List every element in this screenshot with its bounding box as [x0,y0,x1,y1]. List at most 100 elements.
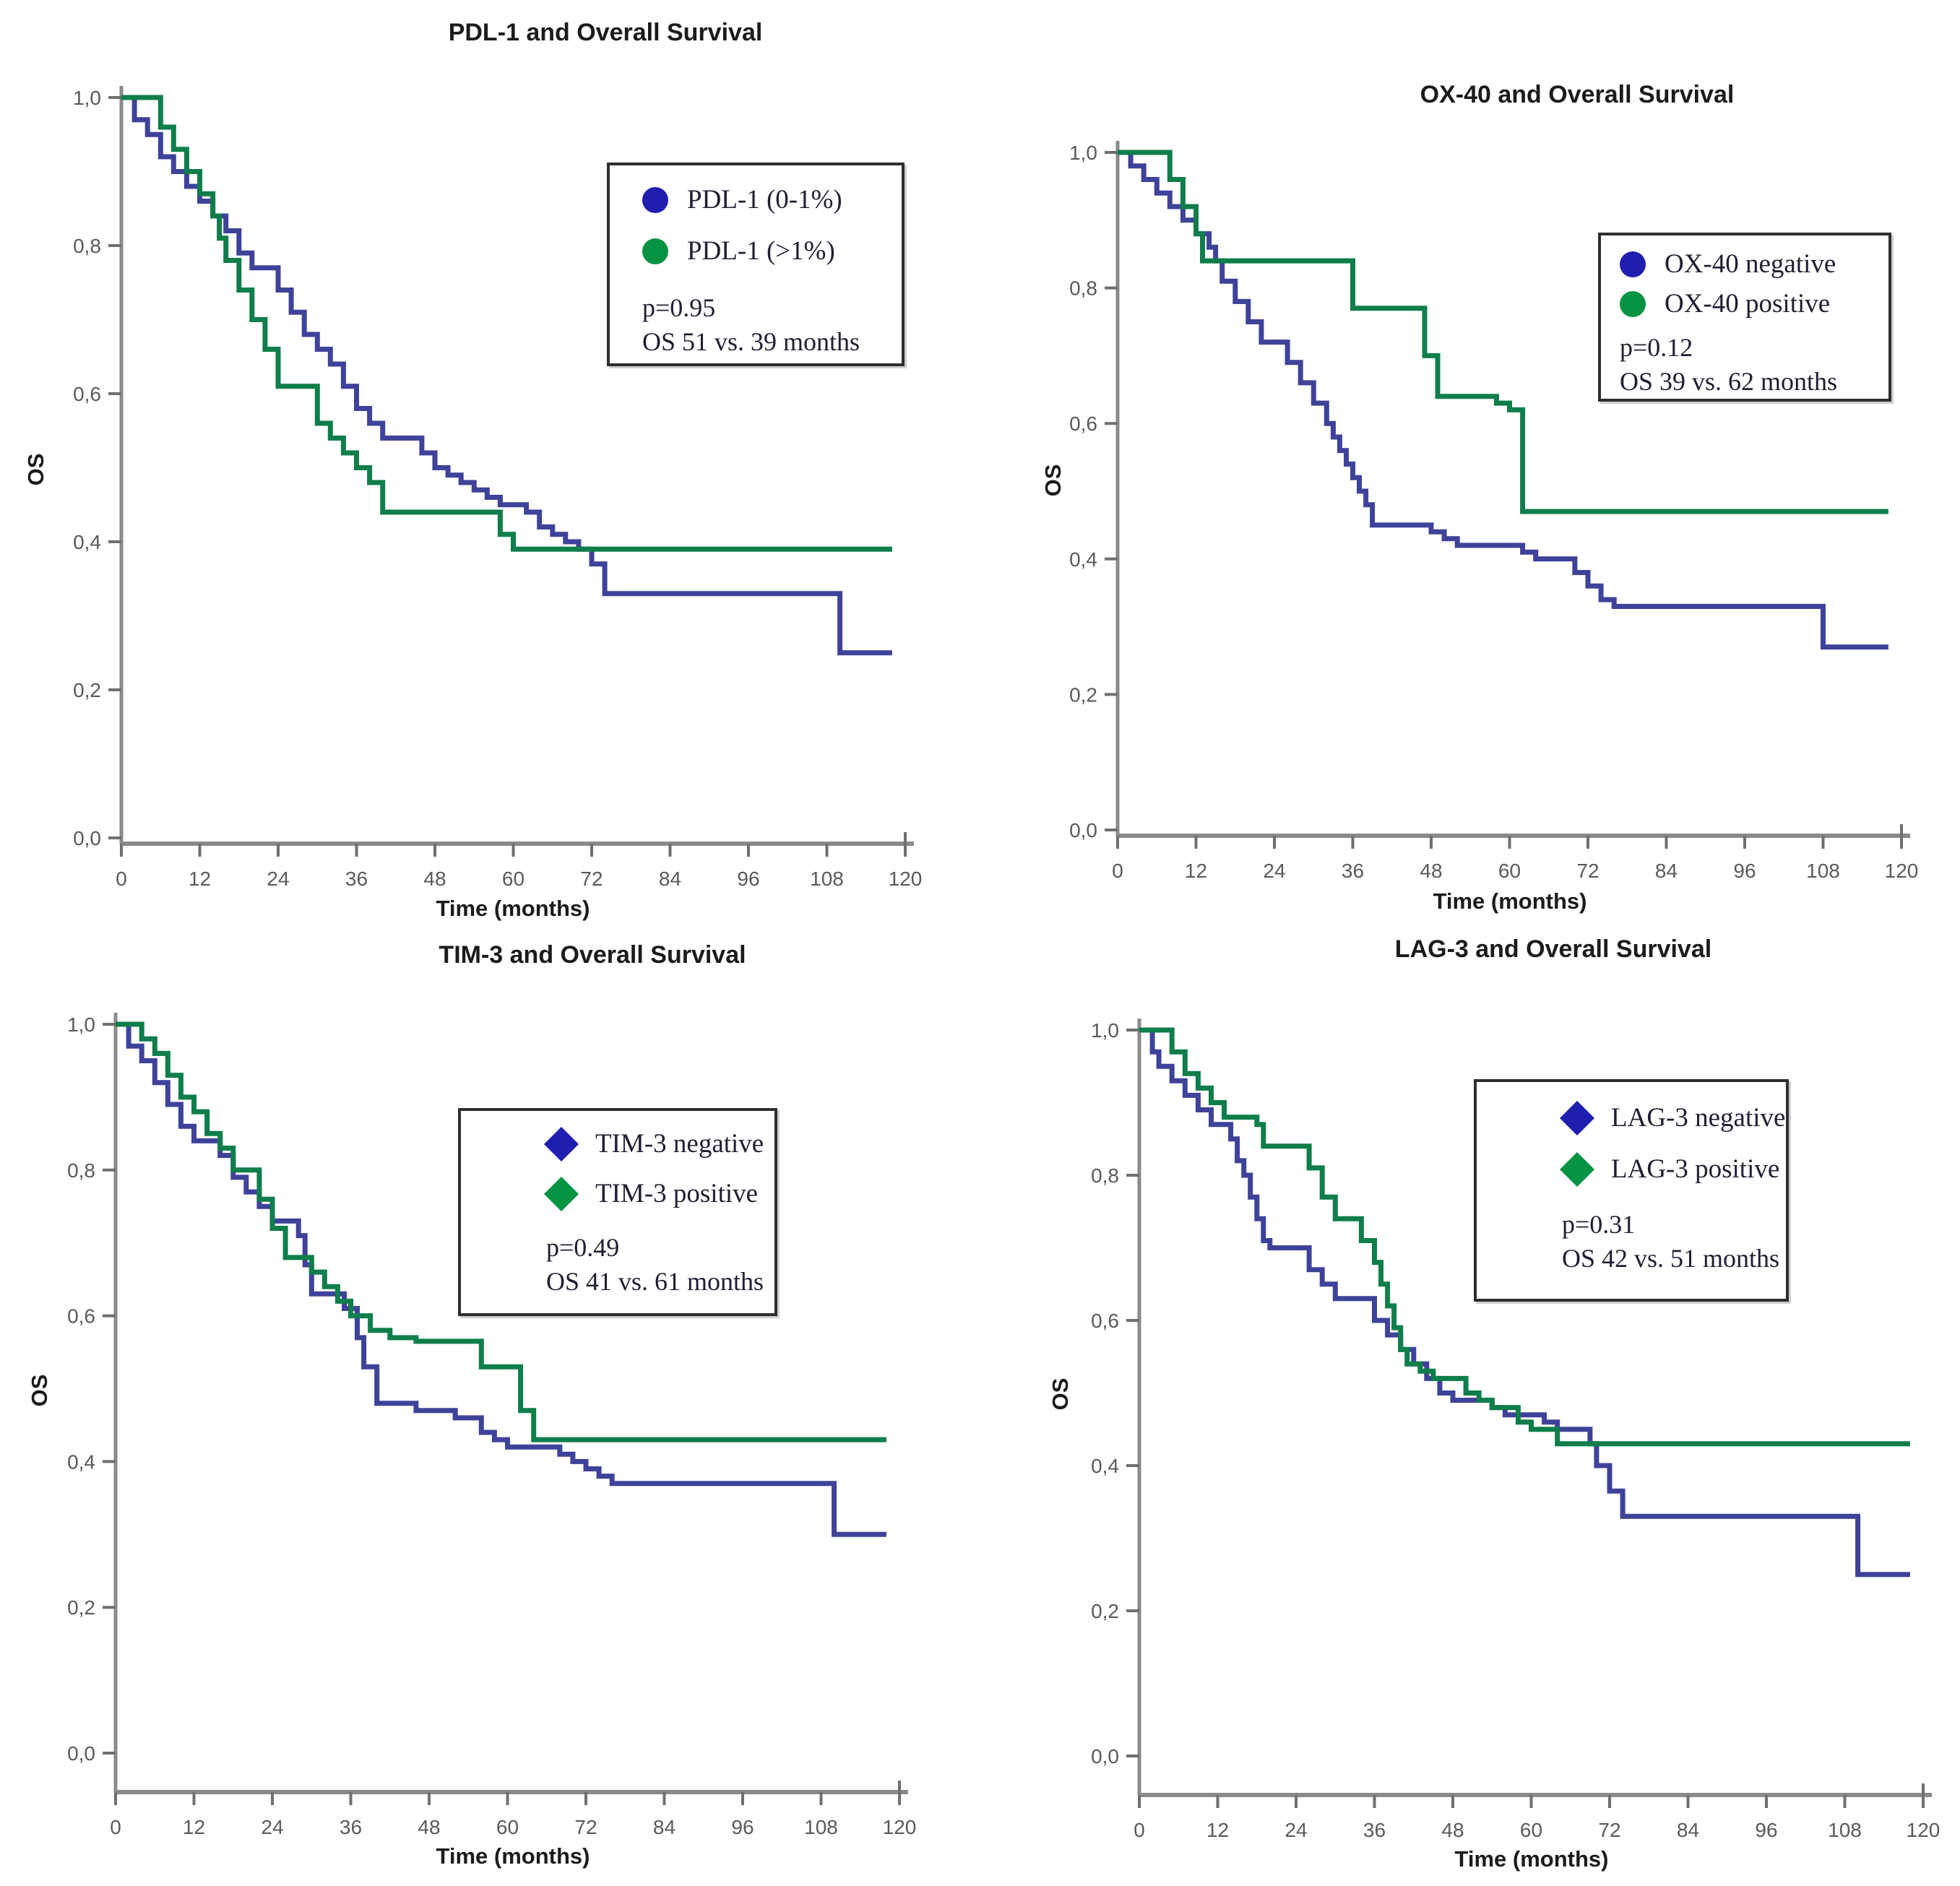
y-tick-label: 0,2 [73,679,101,701]
x-tick-label: 120 [883,1816,917,1838]
legend-item: TIM-3 negative [543,1126,769,1162]
x-axis-label-ox40: Time (months) [1433,888,1587,914]
x-tick-label: 48 [1441,1819,1464,1841]
blue-circle-marker-icon [642,186,668,213]
panel-title-pdl1: PDL-1 and Overall Survival [448,19,763,46]
y-tick-label: 0,0 [67,1742,95,1765]
y-tick-label: 0,2 [1069,683,1097,706]
y-axis-label-pdl1: OS [23,453,48,486]
x-tick-label: 72 [574,1816,597,1838]
y-tick-label: 1,0 [67,1013,95,1036]
x-tick-label: 84 [1677,1819,1699,1841]
y-axis-label-ox40: OS [1040,464,1066,497]
y-tick-label: 0,0 [1069,819,1097,842]
y-tick-label: 0,4 [73,531,101,553]
x-tick-label: 108 [1806,860,1840,882]
x-tick-label: 24 [261,1816,283,1838]
legend-item-label: TIM-3 positive [595,1179,759,1208]
legend-item-label: TIM-3 negative [595,1129,764,1159]
x-tick-label: 48 [418,1816,440,1838]
y-tick-label: 0,0 [1091,1745,1119,1768]
legend-item: LAG-3 negative [1559,1100,1785,1136]
x-tick-label: 108 [1828,1819,1862,1841]
green-circle-marker-icon [1620,290,1646,317]
legend-item: TIM-3 positive [543,1176,769,1211]
x-axis-label-pdl1: Time (months) [436,896,590,921]
x-tick-label: 0 [110,1816,121,1838]
y-tick-label: 1,0 [1069,142,1097,164]
y-tick-label: 0,8 [67,1159,95,1182]
p-value-text: p=0.49 [546,1233,620,1262]
curve-lag3-positive [1139,1027,1910,1447]
x-tick-label: 84 [1655,860,1678,882]
y-tick-label: 0,4 [1069,548,1097,571]
legend-item-label: LAG-3 positive [1611,1154,1780,1184]
x-tick-label: 36 [1342,860,1364,882]
legend-item-label: PDL-1 (>1%) [687,236,835,266]
legend-item-label: OX-40 negative [1665,249,1836,279]
x-tick-label: 60 [502,868,524,890]
y-tick-label: 0,2 [67,1596,95,1619]
curve-ox40-positive [1118,150,1888,514]
curve-lag3-negative [1139,1027,1910,1578]
curve-pdl1-positive [121,95,892,552]
x-tick-label: 24 [1263,860,1285,882]
legend-item: PDL-1 (0-1%) [642,184,894,215]
curve-tim3-positive [116,1021,886,1442]
y-axis-label-lag3: OS [1048,1377,1073,1411]
median-os-text: OS 51 vs. 39 months [642,327,860,356]
x-tick-label: 12 [1206,1819,1229,1841]
legend-lag3: LAG-3 negative LAG-3 positive p=0.31 OS … [1474,1079,1789,1302]
green-circle-marker-icon [642,238,668,264]
y-tick-label: 0,8 [1069,277,1097,300]
x-tick-label: 24 [267,868,289,890]
x-tick-label: 96 [1733,860,1756,882]
x-tick-label: 24 [1285,1819,1307,1841]
p-value-text: p=0.12 [1620,333,1693,362]
x-tick-label: 72 [580,868,603,890]
y-tick-label: 0,0 [73,827,101,849]
panel-title-tim3: TIM-3 and Overall Survival [439,941,746,969]
y-tick-label: 1,0 [1091,1019,1119,1042]
x-tick-label: 12 [189,868,211,890]
legend-item: PDL-1 (>1%) [642,235,894,267]
x-tick-label: 60 [1498,860,1521,882]
x-tick-label: 108 [804,1816,838,1838]
y-tick-label: 0,4 [67,1450,95,1473]
x-tick-label: 36 [340,1816,362,1838]
x-tick-label: 0 [1112,860,1123,882]
y-tick-label: 0,6 [1069,412,1097,435]
p-value-text: p=0.31 [1562,1210,1636,1239]
x-tick-label: 60 [496,1816,519,1838]
x-tick-label: 60 [1520,1819,1542,1841]
legend-ox40: OX-40 negative OX-40 positive p=0.12 OS … [1598,233,1891,402]
x-axis-label-lag3: Time (months) [1454,1846,1609,1872]
median-os-text: OS 39 vs. 62 months [1620,367,1838,396]
y-tick-label: 0,2 [1091,1600,1119,1622]
x-tick-label: 48 [423,868,446,890]
y-tick-label: 0,4 [1091,1455,1119,1477]
legend-item: OX-40 negative [1620,248,1883,280]
blue-circle-marker-icon [1620,251,1646,277]
y-tick-label: 0,6 [67,1305,95,1328]
green-diamond-marker-icon [1559,1151,1595,1187]
x-tick-label: 96 [737,868,759,890]
legend-item-label: OX-40 positive [1665,289,1831,319]
legend-item-label: PDL-1 (0-1%) [687,185,842,215]
x-tick-label: 120 [1907,1819,1940,1841]
x-tick-label: 96 [731,1816,754,1838]
x-tick-label: 120 [889,868,923,890]
panel-title-ox40: OX-40 and Overall Survival [1420,81,1735,108]
legend-item: OX-40 positive [1620,288,1883,319]
y-tick-label: 0,6 [1091,1310,1119,1332]
x-tick-label: 36 [1363,1819,1386,1841]
x-tick-label: 0 [116,868,127,890]
green-diamond-marker-icon [543,1176,579,1211]
x-tick-label: 48 [1420,860,1442,882]
legend-pdl1: PDL-1 (0-1%) PDL-1 (>1%) p=0.95 OS 51 vs… [607,163,905,366]
x-tick-label: 36 [345,868,368,890]
panel-title-lag3: LAG-3 and Overall Survival [1394,935,1712,963]
x-tick-label: 96 [1755,1819,1777,1841]
